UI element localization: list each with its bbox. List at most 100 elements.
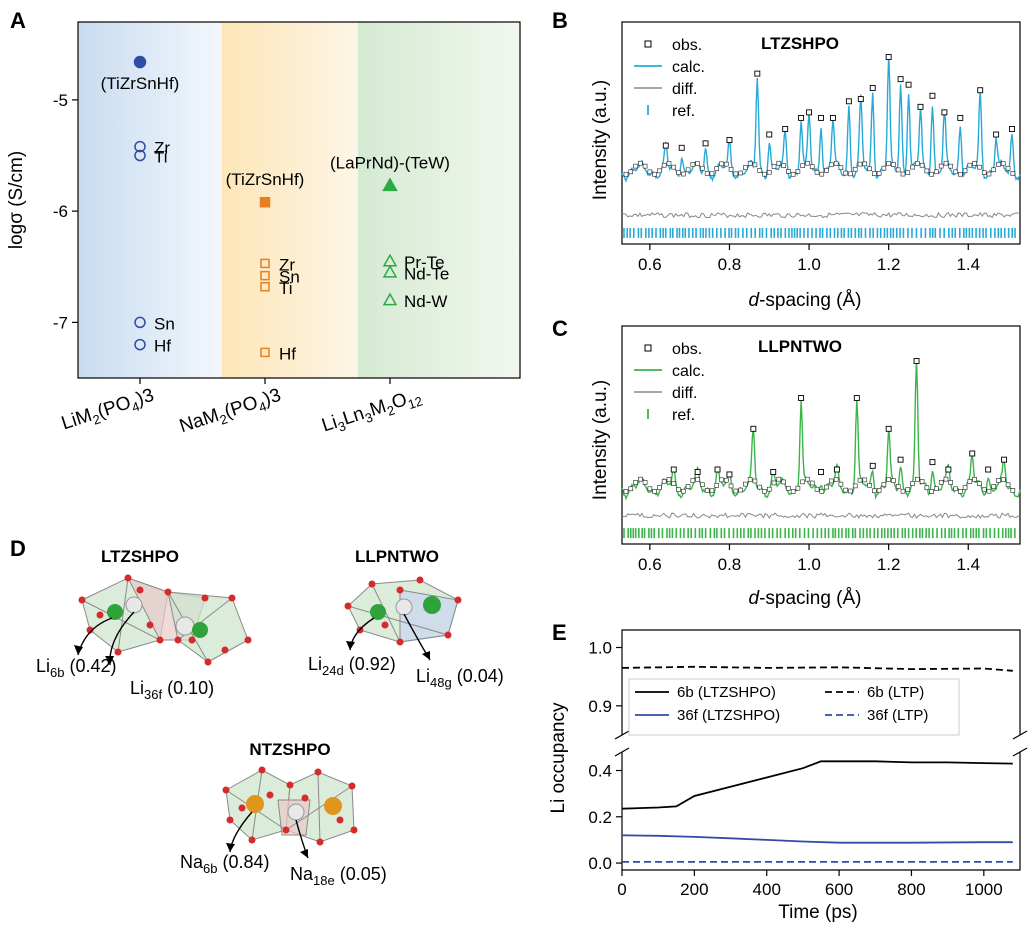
obs-point xyxy=(776,476,782,482)
axis-break-mark xyxy=(1012,730,1028,740)
obs-point xyxy=(972,476,977,482)
obs-point xyxy=(900,171,906,177)
obs-point xyxy=(766,131,773,138)
obs-point xyxy=(962,485,968,490)
obs-point xyxy=(1010,488,1016,493)
obs-point xyxy=(993,131,1000,138)
obs-point xyxy=(991,167,997,173)
structure-ltzshpo xyxy=(74,574,252,666)
obs-point xyxy=(967,479,973,484)
point-label: Nd-Te xyxy=(404,264,449,283)
obs-point xyxy=(750,425,757,432)
obs-point xyxy=(680,171,686,177)
obs-point xyxy=(910,481,915,486)
region-garnet-background xyxy=(358,22,520,378)
title-c: LLPNTWO xyxy=(758,337,842,356)
obs-point xyxy=(845,98,852,105)
obs-point xyxy=(943,160,949,166)
lower-frame-e xyxy=(621,752,1021,871)
category-label-part: LiM xyxy=(59,405,95,434)
legend-e: 6b (LTZSHPO) 36f (LTZSHPO) 6b (LTP) 36f (LT… xyxy=(628,678,960,736)
obs-point xyxy=(676,487,681,492)
obs-point xyxy=(671,164,677,170)
obs-point xyxy=(938,163,944,169)
obs-point xyxy=(897,76,904,83)
obs-point xyxy=(833,161,839,166)
obs-point xyxy=(872,171,877,176)
obs-point xyxy=(929,489,934,494)
site-label-li48g: Li48g (0.04) xyxy=(416,666,504,690)
data-point-li xyxy=(134,149,146,162)
obs-point xyxy=(762,489,767,494)
category-label-part: )3 xyxy=(134,385,157,410)
legend-label-e: 36f (LTP) xyxy=(867,707,928,724)
site-li48g-value: (0.04) xyxy=(452,666,504,686)
obs-point xyxy=(798,114,805,121)
obs-point xyxy=(852,166,858,172)
obs-point xyxy=(991,484,997,489)
y-axis-label-a: logσ (S/cm) xyxy=(6,151,27,249)
obs-point xyxy=(891,162,896,167)
obs-point xyxy=(957,489,963,494)
y-tick-label-e: 1.0 xyxy=(588,639,612,658)
panel-c: C 0.6 0.8 1.0 1.2 1.4 Intensity (a.u.) d-spa… xyxy=(552,316,1021,609)
obs-point xyxy=(891,478,896,483)
y-tick-label-e: 0.0 xyxy=(588,854,612,873)
obs-point xyxy=(666,161,672,166)
obs-point xyxy=(985,466,992,473)
site-li36f-main: Li xyxy=(130,678,144,698)
li-atom-icon xyxy=(107,604,123,620)
data-point-garnet xyxy=(382,264,398,278)
obs-point xyxy=(776,160,782,166)
obs-point xyxy=(818,114,824,121)
obs-point xyxy=(986,488,992,494)
category-label-part: (PO xyxy=(222,392,261,422)
site-na6b-value: (0.84) xyxy=(217,852,269,872)
obs-point xyxy=(623,171,629,177)
point-label: (TiZrSnHf) xyxy=(226,170,305,189)
obs-point xyxy=(1009,126,1015,132)
obs-point xyxy=(996,478,1001,483)
obs-point xyxy=(652,171,657,177)
x-axis-label-b: d-spacing (Å) xyxy=(749,290,862,311)
data-points-a: (TiZrSnHf)ZrTiSnHf(TiZrSnHf)ZrSnTiHf(LaP… xyxy=(101,55,450,384)
obs-point xyxy=(700,482,705,488)
data-point-na xyxy=(260,270,270,281)
obs-point xyxy=(723,161,729,167)
plot-frame-a xyxy=(77,21,521,379)
legend-label-e: 6b (LTZSHPO) xyxy=(677,684,776,701)
site-label-na18e: Na18e (0.05) xyxy=(290,864,387,888)
obs-point xyxy=(872,488,877,494)
x-tick-label: 0.6 xyxy=(638,555,662,574)
point-label: Hf xyxy=(279,344,296,363)
x-tick-label: 1.4 xyxy=(956,255,980,274)
obs-point xyxy=(929,92,936,99)
obs-point xyxy=(913,358,920,364)
legend-box-e xyxy=(628,678,960,736)
obs-point xyxy=(795,485,801,491)
x-tick-label-e: 800 xyxy=(897,880,925,899)
obs-point xyxy=(1010,171,1016,176)
obs-point xyxy=(695,477,700,482)
data-point-na xyxy=(260,258,270,269)
plot-frame-c xyxy=(621,325,1021,545)
obs-point xyxy=(680,488,686,494)
obs-point xyxy=(919,479,925,484)
obs-point xyxy=(690,478,696,483)
obs-point xyxy=(781,479,786,485)
axis-break-mark xyxy=(614,730,630,740)
obs-point xyxy=(738,487,743,493)
obs-point xyxy=(900,488,906,494)
obs-point xyxy=(738,170,743,176)
obs-point xyxy=(1005,165,1011,171)
obs-point xyxy=(857,161,863,167)
obs-point xyxy=(726,137,733,144)
panel-letter-a: A xyxy=(10,8,26,33)
obs-point xyxy=(948,163,954,169)
obs-point xyxy=(843,170,848,176)
legend-obs-marker xyxy=(644,344,652,352)
obs-point xyxy=(723,477,729,483)
obs-point xyxy=(977,481,982,486)
obs-point xyxy=(805,160,810,166)
